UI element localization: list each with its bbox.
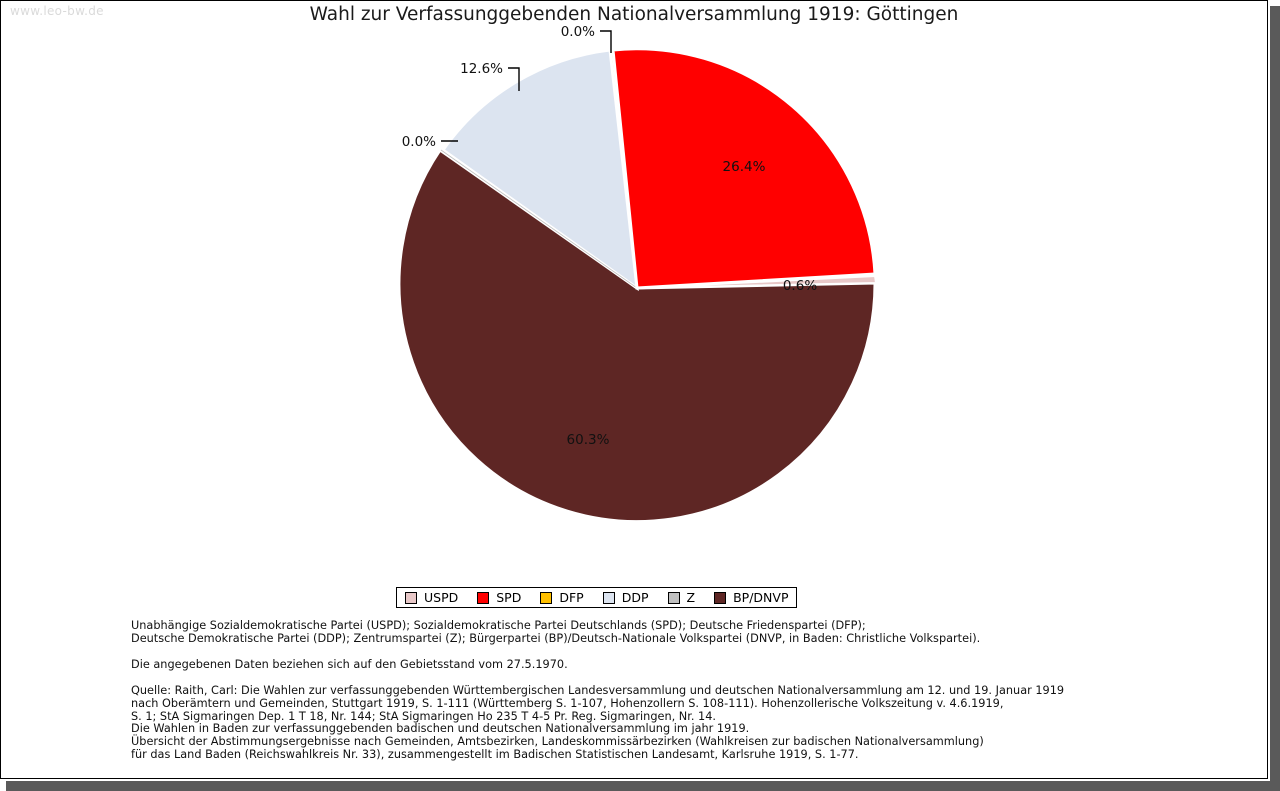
legend-item-bpdnvp[interactable]: BP/DNVP (714, 590, 788, 605)
footnotes: Unabhängige Sozialdemokratische Partei (… (131, 619, 1231, 762)
note-source: Quelle: Raith, Carl: Die Wahlen zur verf… (131, 683, 1231, 762)
legend-swatch-uspd (405, 591, 417, 604)
legend-label-bpdnvp: BP/DNVP (733, 590, 789, 605)
page-title: Wahl zur Verfassunggebenden Nationalvers… (309, 4, 959, 25)
pie-label-uspd: 0.6% (783, 278, 817, 294)
legend-swatch-dfp (540, 591, 553, 604)
pie-label-spd: 26.4% (723, 159, 766, 175)
legend-item-spd[interactable]: SPD (477, 590, 521, 605)
legend-label-dfp: DFP (559, 590, 584, 605)
pie-label-bpdnvp: 60.3% (567, 432, 610, 448)
legend-item-z[interactable]: Z (667, 590, 696, 605)
pie-label-z: 0.0% (402, 134, 436, 150)
note-line: Die Wahlen in Baden zur verfassunggebend… (131, 722, 750, 736)
note-line: nach Oberämtern und Gemeinden, Stuttgart… (131, 696, 1004, 710)
legend-label-spd: SPD (496, 590, 522, 605)
pie-chart: 0.0% 12.6% 0.0% 26.4% 0.6% 60.3% (397, 24, 878, 523)
legend-swatch-spd (477, 591, 490, 604)
note-line: Unabhängige Sozialdemokratische Partei (… (131, 619, 866, 632)
legend-item-dfp[interactable]: DFP (540, 590, 584, 605)
pie-label-dfp: 0.0% (561, 24, 595, 40)
note-line: für das Land Baden (Reichswahlkreis Nr. … (131, 748, 859, 762)
legend-label-ddp: DDP (621, 590, 649, 605)
note-line: S. 1; StA Sigmaringen Dep. 1 T 18, Nr. 1… (131, 709, 716, 723)
note-parties: Unabhängige Sozialdemokratische Partei (… (131, 619, 1231, 646)
pie-svg: 0.0% 12.6% 0.0% 26.4% 0.6% 60.3% (397, 24, 878, 523)
legend-swatch-bpdnvp (714, 591, 727, 604)
pie-slice-bpdnvp[interactable] (397, 147, 877, 523)
pie-slice-uspd[interactable] (636, 274, 878, 289)
pie-label-ddp: 12.6% (460, 61, 503, 77)
legend-label-uspd: USPD (424, 590, 459, 605)
callout-line-dfp (600, 30, 612, 53)
chart-legend: USPD SPD DFP DDP Z BP/DNVP (396, 587, 798, 608)
note-line: Deutsche Demokratische Partei (DDP); Zen… (131, 631, 981, 645)
note-territory: Die angegebenen Daten beziehen sich auf … (131, 657, 1231, 672)
note-line: Übersicht der Abstimmungsergebnisse nach… (131, 735, 984, 749)
note-line: Quelle: Raith, Carl: Die Wahlen zur verf… (131, 683, 1065, 697)
legend-label-z: Z (686, 590, 696, 605)
legend-item-uspd[interactable]: USPD (405, 590, 458, 605)
site-watermark: www.leo-bw.de (10, 4, 104, 18)
legend-swatch-ddp (602, 591, 615, 604)
legend-swatch-z (667, 591, 680, 604)
pie-slice-spd[interactable] (611, 47, 877, 290)
note-line: Die angegebenen Daten beziehen sich auf … (131, 657, 568, 671)
pie-slice-ddp[interactable] (440, 48, 639, 292)
legend-item-ddp[interactable]: DDP (602, 590, 649, 605)
frame-shadow-right (1270, 6, 1280, 791)
pie-slice-z[interactable] (440, 149, 638, 289)
callout-line-ddp (508, 67, 520, 91)
frame-shadow-bottom (6, 781, 1280, 791)
